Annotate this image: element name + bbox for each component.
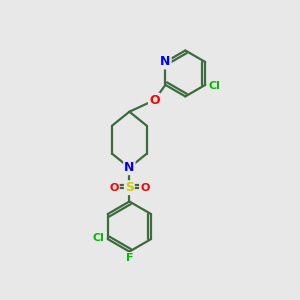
Text: F: F	[126, 253, 133, 263]
Text: Cl: Cl	[92, 233, 104, 244]
Text: N: N	[160, 56, 171, 68]
Text: O: O	[149, 94, 160, 107]
Text: O: O	[110, 183, 119, 193]
Text: Cl: Cl	[208, 81, 220, 92]
Text: S: S	[125, 181, 134, 194]
Text: N: N	[124, 161, 135, 174]
Text: O: O	[140, 183, 149, 193]
